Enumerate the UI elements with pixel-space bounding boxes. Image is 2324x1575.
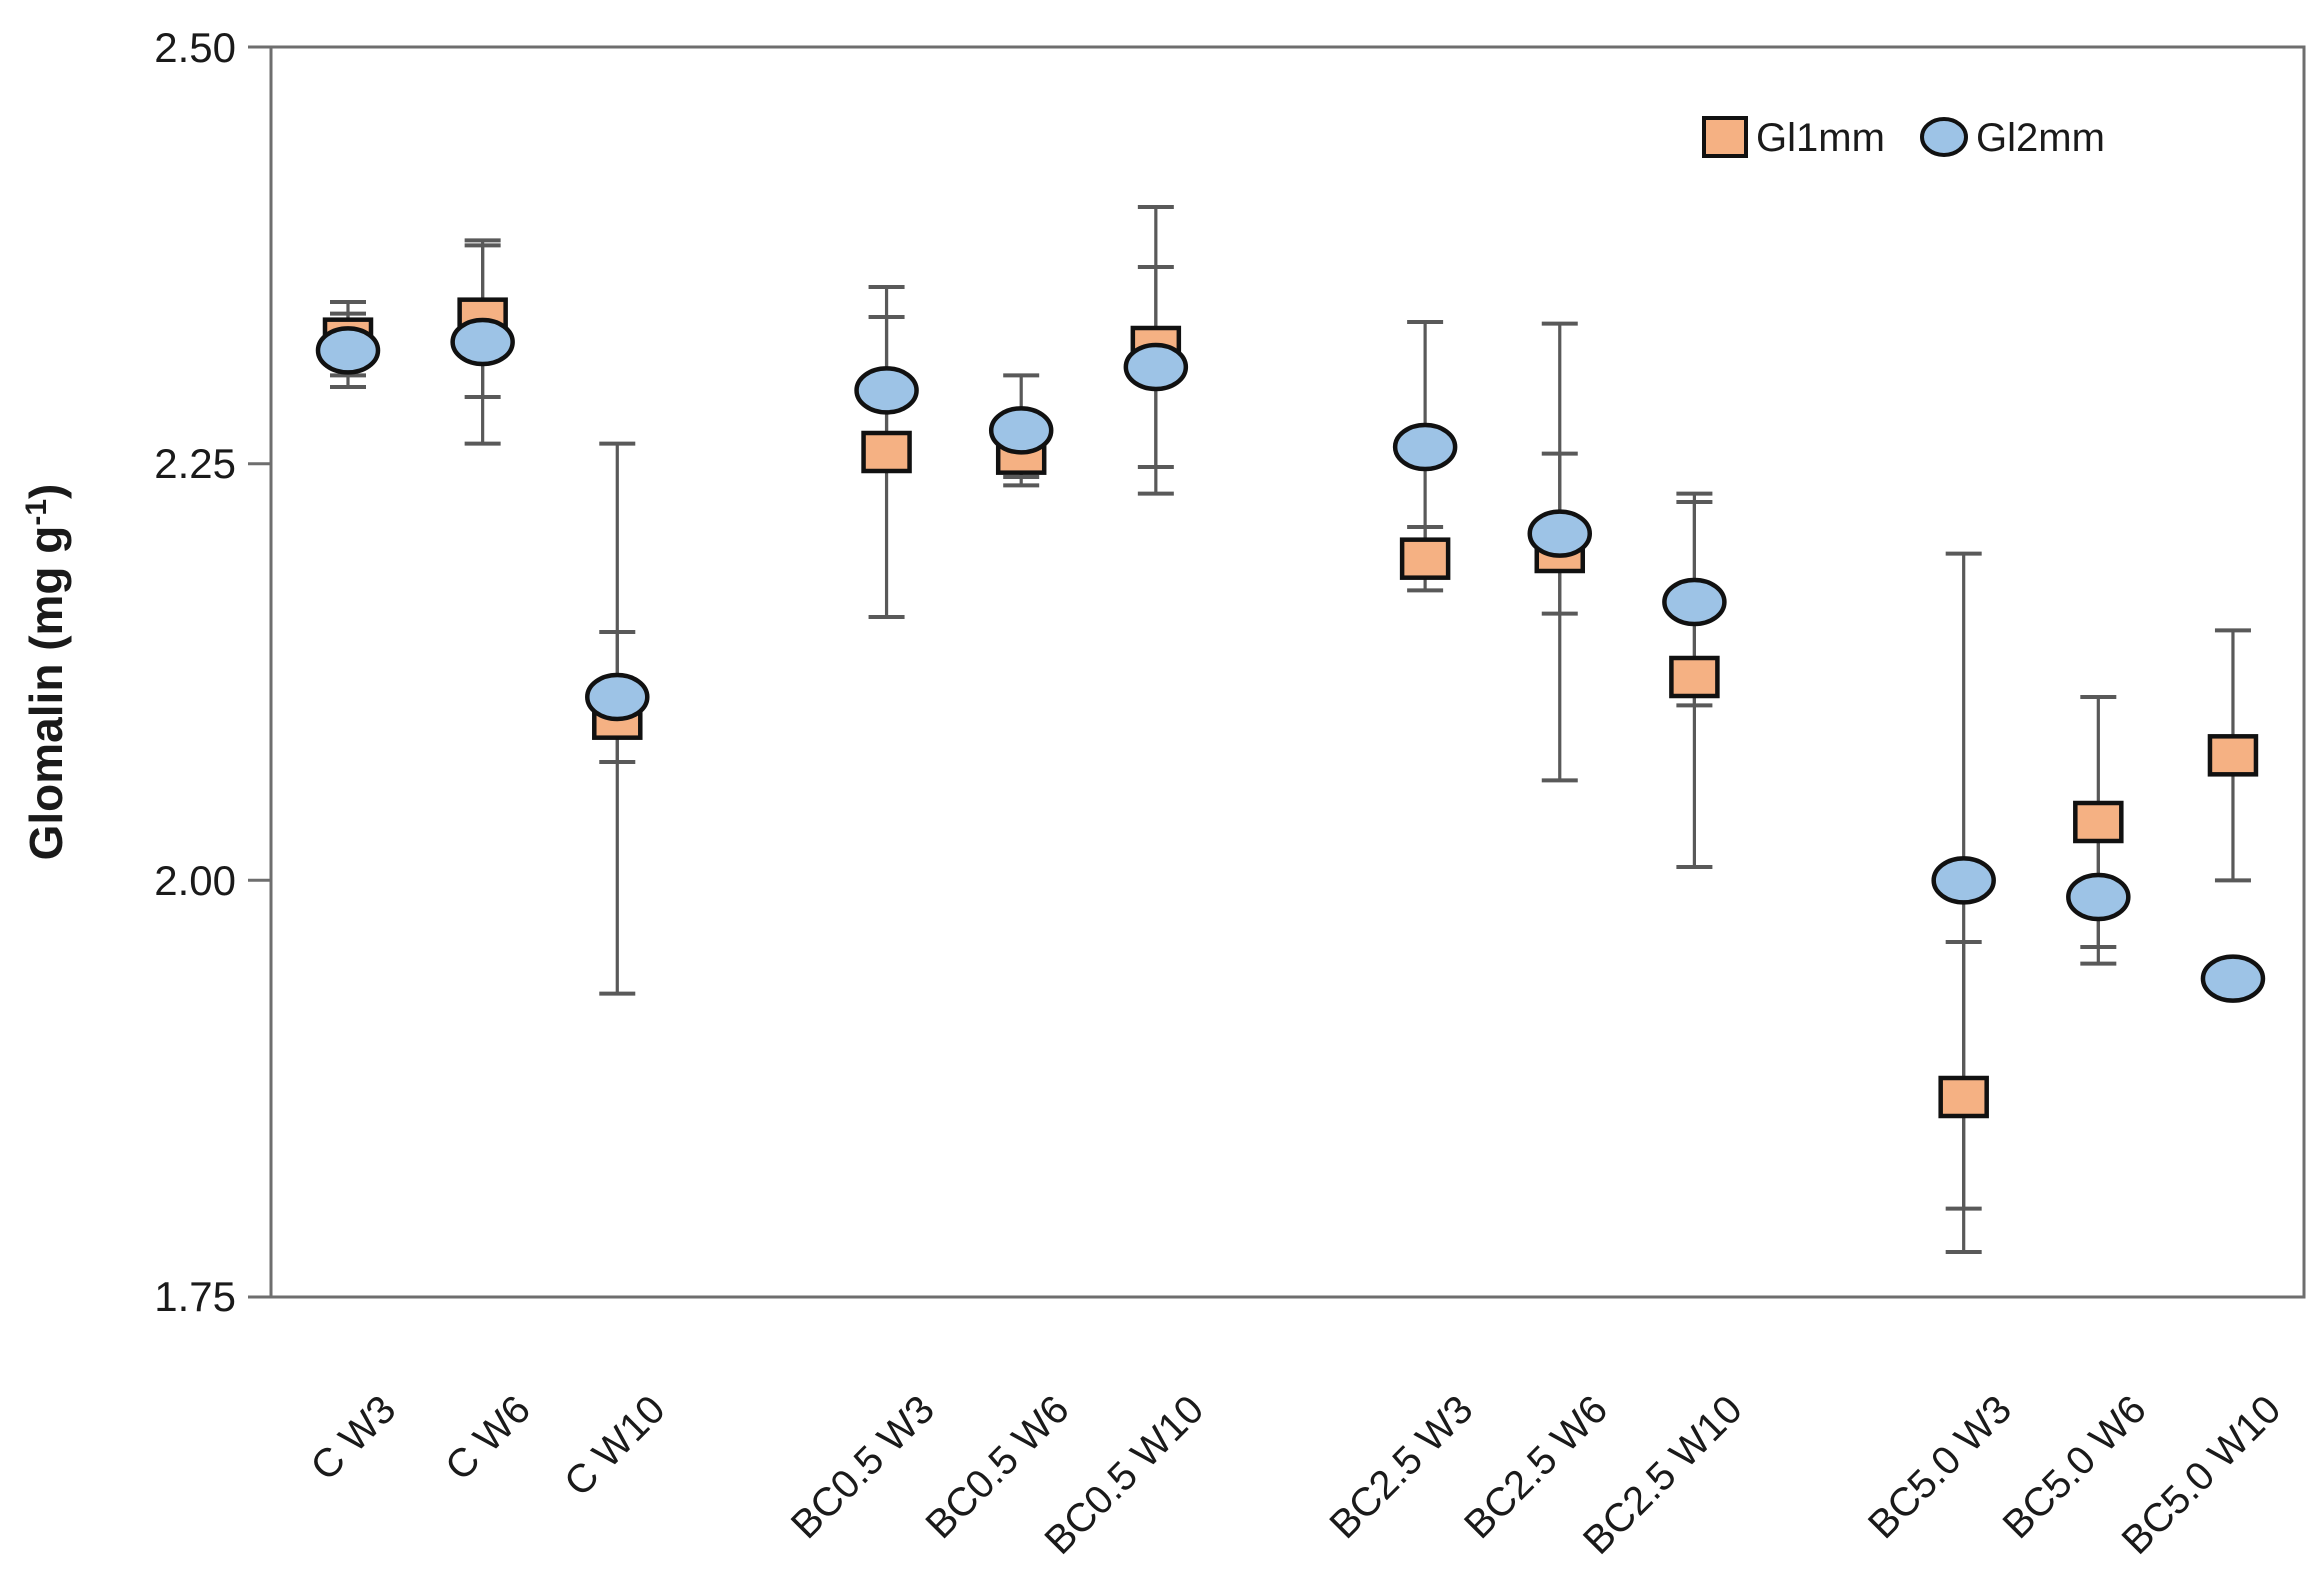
x-axis-label-c-w3: C W3 [303,1387,405,1489]
marker-gl2mm-bc2-5-w3 [1392,422,1458,472]
x-axis-label-bc0-5-w3: BC0.5 W3 [783,1387,943,1547]
marker-gl2mm-bc5-0-w10 [2200,954,2266,1003]
marker-gl2mm-c-w6 [450,317,515,367]
x-axis-label-bc5-0-w3: BC5.0 W3 [1860,1387,2020,1547]
marker-gl1mm-bc2-5-w3 [1399,537,1451,580]
legend-gl1mm-square-icon [1702,116,1748,158]
legend: Gl1mm Gl2mm [1702,116,2105,160]
marker-gl1mm-bc5-0-w10 [2207,734,2259,777]
legend-gl2mm-circle-icon [1920,117,1968,157]
marker-gl2mm-bc2-5-w6 [1527,509,1593,558]
x-axis-label-c-w10: C W10 [556,1387,674,1505]
y-tick-label-2-25: 2.25 [154,440,236,487]
plot-frame [269,45,2306,1299]
marker-gl2mm-bc0-5-w3 [854,366,919,415]
x-axis-label-c-w6: C W6 [437,1387,539,1489]
marker-gl2mm-c-w3 [315,326,381,375]
marker-gl2mm-bc2-5-w10 [1662,577,1727,627]
y-axis-ticks [248,45,271,1299]
y-tick-label-1-75: 1.75 [154,1273,236,1320]
marker-gl1mm-bc0-5-w3 [861,430,912,474]
x-axis-label-bc2-5-w3: BC2.5 W3 [1321,1387,1481,1547]
legend-label-gl1mm: Gl1mm [1756,116,1885,160]
marker-gl1mm-bc2-5-w10 [1669,655,1720,699]
marker-gl2mm-c-w10 [585,672,650,722]
marker-gl2mm-bc0-5-w6 [988,406,1054,455]
marker-gl2mm-bc5-0-w6 [2066,872,2131,922]
marker-gl1mm-bc5-0-w3 [1938,1075,1989,1119]
legend-label-gl2mm: Gl2mm [1976,116,2105,160]
y-tick-label-2-00: 2.00 [154,857,236,904]
y-tick-label-2-50: 2.50 [154,24,236,71]
marker-gl1mm-bc5-0-w6 [2073,800,2124,844]
y-axis-title: Glomalin (mg g-1) [20,484,72,861]
marker-gl2mm-bc5-0-w3 [1931,856,1996,905]
marker-gl2mm-bc0-5-w10 [1123,342,1189,392]
